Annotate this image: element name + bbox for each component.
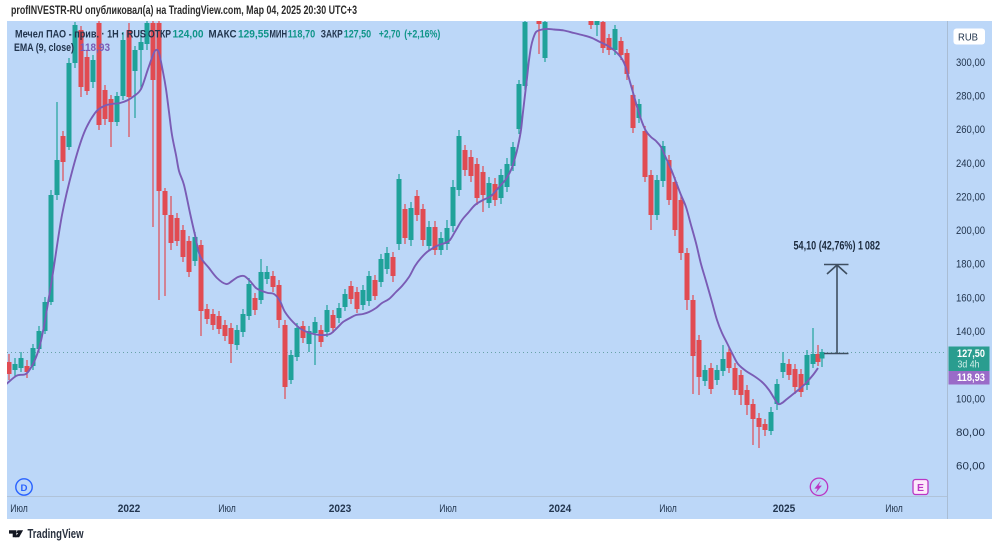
svg-text:260,00: 260,00 [956, 124, 985, 136]
svg-text:100,00: 100,00 [956, 393, 985, 405]
svg-text:127,50: 127,50 [957, 348, 985, 360]
svg-text:180,00: 180,00 [956, 259, 985, 271]
svg-text:240,00: 240,00 [956, 158, 985, 170]
svg-text:2024: 2024 [549, 503, 572, 515]
svg-text:2022: 2022 [118, 503, 141, 515]
svg-text:D: D [21, 483, 28, 494]
svg-text:Июл: Июл [885, 503, 903, 515]
svg-text:Июл: Июл [439, 503, 457, 515]
svg-text:profINVESTR-RU опубликовал(а): profINVESTR-RU опубликовал(а) на Trading… [11, 5, 357, 17]
svg-text:124,00: 124,00 [173, 29, 204, 41]
svg-text:200,00: 200,00 [956, 225, 985, 237]
svg-text:Июл: Июл [218, 503, 236, 515]
svg-text:3d 4h: 3d 4h [958, 360, 980, 371]
svg-text:EMA (9, close): EMA (9, close) [14, 42, 74, 54]
svg-text:E: E [917, 483, 924, 494]
svg-text:118,93: 118,93 [80, 42, 110, 54]
svg-text:Июл: Июл [659, 503, 677, 515]
svg-text:TradingView: TradingView [28, 527, 84, 541]
svg-text:МАКС: МАКС [209, 29, 237, 41]
svg-text:118,70: 118,70 [288, 29, 316, 41]
svg-text:Мечел ПАО - прив. · 1Н · RUS: Мечел ПАО - прив. · 1Н · RUS [15, 29, 146, 41]
svg-text:118,93: 118,93 [957, 372, 985, 384]
svg-text:129,55: 129,55 [238, 29, 269, 41]
svg-text:(+2,16%): (+2,16%) [404, 29, 440, 41]
svg-text:54,10 (42,76%) 1 082: 54,10 (42,76%) 1 082 [794, 239, 881, 253]
svg-text:Июл: Июл [10, 503, 28, 515]
svg-text:ОТКР: ОТКР [148, 29, 171, 41]
svg-text:220,00: 220,00 [956, 191, 985, 203]
svg-text:2025: 2025 [773, 503, 796, 515]
svg-text:300,00: 300,00 [956, 57, 985, 69]
svg-text:127,50: 127,50 [344, 29, 372, 41]
svg-text:ЗАКР: ЗАКР [321, 29, 343, 41]
svg-text:RUB: RUB [958, 32, 978, 44]
svg-text:60,00: 60,00 [956, 461, 985, 473]
svg-text:160,00: 160,00 [956, 292, 985, 304]
svg-text:140,00: 140,00 [956, 326, 985, 338]
svg-text:МИН: МИН [270, 29, 288, 41]
svg-text:280,00: 280,00 [956, 90, 985, 102]
svg-text:+2,70: +2,70 [379, 29, 401, 41]
svg-text:2023: 2023 [329, 503, 352, 515]
svg-text:80,00: 80,00 [956, 427, 985, 439]
